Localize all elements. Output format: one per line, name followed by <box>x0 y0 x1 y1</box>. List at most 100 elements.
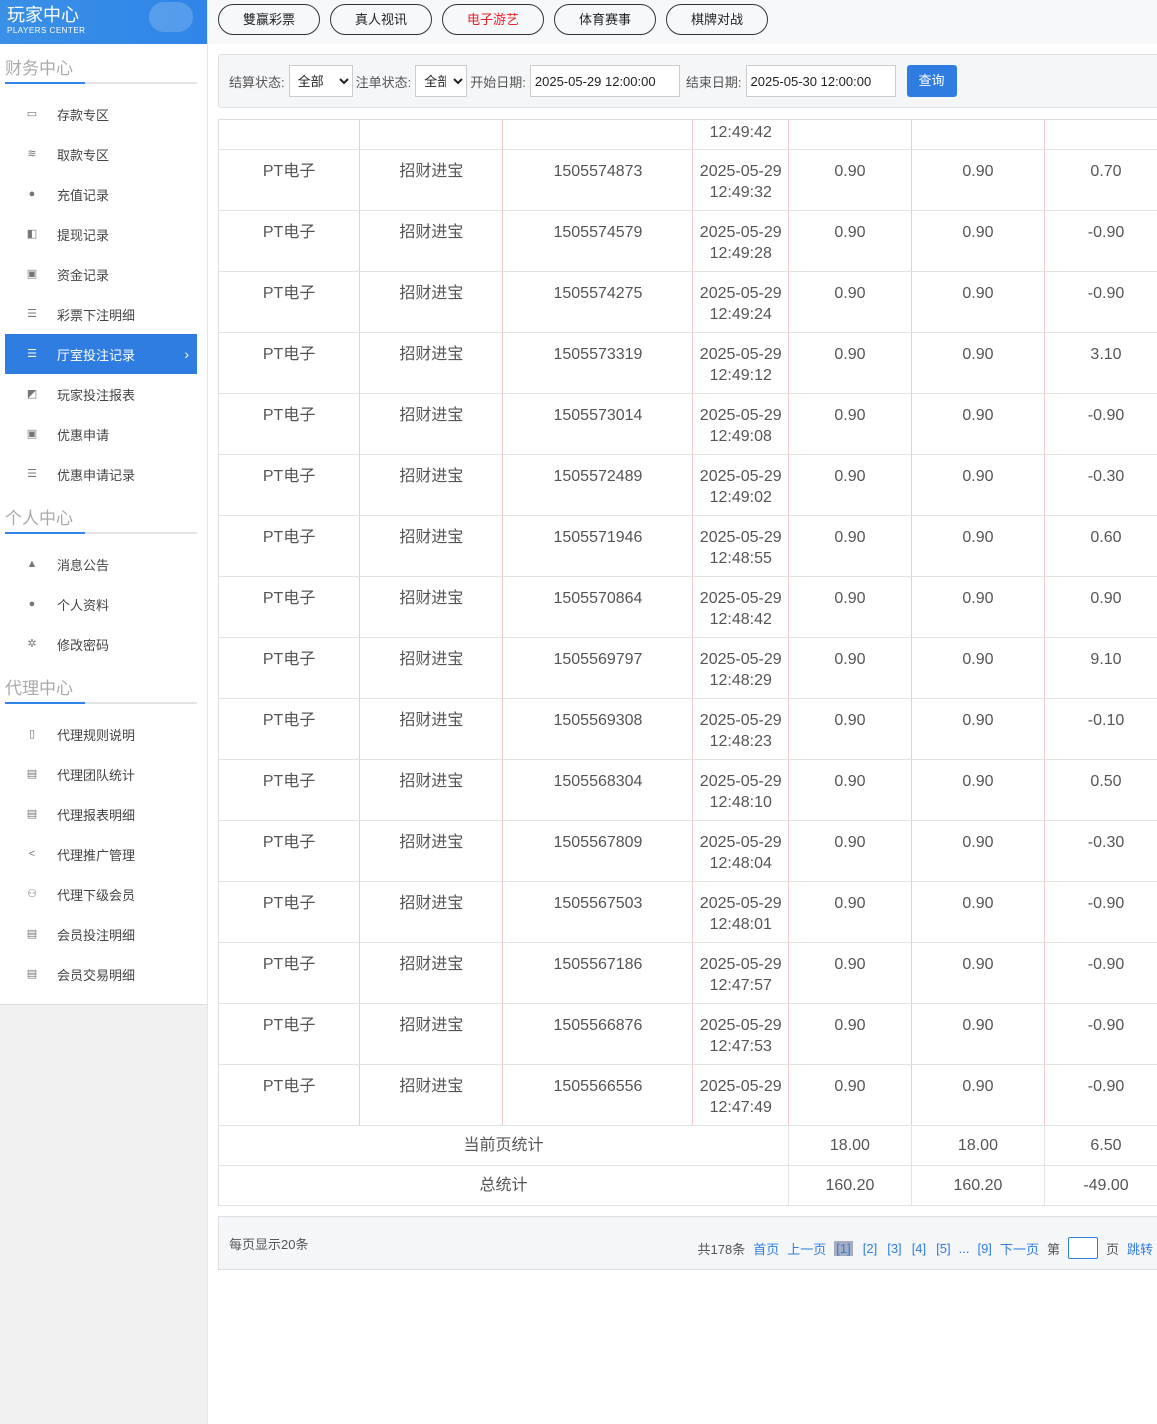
sidebar-item[interactable]: < 代理推广管理 <box>5 834 197 874</box>
book-icon: ▤ <box>26 808 38 820</box>
win-loss: -0.90 <box>1044 881 1157 943</box>
bet-amount: 0.90 <box>788 210 912 272</box>
query-button[interactable]: 查询 <box>906 65 957 97</box>
bet-amount: 0.90 <box>788 637 912 699</box>
sidebar-item[interactable]: ◧ 提现记录 <box>5 214 197 254</box>
tab-game-category[interactable]: 电子游艺 <box>442 4 544 35</box>
sidebar-item-label: 消息公告 <box>57 557 110 573</box>
bet-clock: 12:49:28 <box>709 245 772 262</box>
bet-clock: 12:49:32 <box>709 184 772 201</box>
valid-amount: 0.90 <box>911 820 1046 882</box>
sidebar-item[interactable]: ▯ 代理规则说明 <box>5 714 197 754</box>
page-link[interactable]: [5] <box>936 1240 951 1256</box>
win-loss: -0.90 <box>1044 210 1157 272</box>
game-name: 招财进宝 <box>359 149 504 211</box>
bet-amount: 0.90 <box>788 454 912 516</box>
bank-icon: ▣ <box>26 268 38 280</box>
goto-button[interactable]: 跳转 <box>1126 1241 1153 1257</box>
bet-clock: 12:49:08 <box>709 428 772 445</box>
sidebar-item[interactable]: ☰ 优惠申请记录 <box>5 454 197 494</box>
sidebar-item-label: 代理推广管理 <box>57 847 136 863</box>
gamepad-icon <box>149 2 193 32</box>
sidebar-item-label: 代理团队统计 <box>57 767 136 783</box>
page-link[interactable]: [1] <box>834 1240 853 1256</box>
card-icon: ▭ <box>26 108 38 120</box>
bet-time: 2025-05-29 12:48:23 <box>692 698 789 760</box>
sidebar-item-label: 个人资料 <box>57 597 110 613</box>
bet-amount: 0.90 <box>788 759 912 821</box>
list-icon: ☰ <box>27 348 37 360</box>
sidebar-item[interactable]: ▣ 资金记录 <box>5 254 197 294</box>
sidebar-item[interactable]: ▤ 会员投注明细 <box>5 914 197 954</box>
settle-status-select[interactable]: 全部 <box>288 65 353 97</box>
valid-amount: 0.90 <box>911 637 1046 699</box>
game-tabs: 雙赢彩票 真人视讯 电子游艺 体育赛事 棋牌对战 <box>208 0 1157 44</box>
summary-value: -49.00 <box>1044 1165 1157 1206</box>
table-row: PT电子 招财进宝 1505574275 2025-05-29 12:49:24 … <box>218 271 1157 333</box>
sidebar-item[interactable]: ▤ 代理团队统计 <box>5 754 197 794</box>
gear-icon: ✲ <box>27 638 37 650</box>
total-count: 共178条 <box>697 1241 746 1257</box>
tab-game-category[interactable]: 雙赢彩票 <box>218 4 320 35</box>
bet-date: 2025-05-29 <box>699 712 782 729</box>
logo-title: 玩家中心 <box>7 5 79 25</box>
bet-time: 2025-05-29 12:47:53 <box>692 1003 789 1065</box>
goto-page-input[interactable] <box>1067 1237 1098 1259</box>
summary-value: 160.20 <box>911 1165 1046 1206</box>
bet-clock: 12:47:49 <box>709 1099 772 1116</box>
sidebar-item[interactable]: ▲ 消息公告 <box>5 544 197 584</box>
game-name: 招财进宝 <box>359 637 504 699</box>
page-link-9[interactable]: [9] <box>977 1240 992 1256</box>
tab-game-category[interactable]: 体育赛事 <box>554 4 656 35</box>
valid-amount: 0.90 <box>911 271 1046 333</box>
cell <box>1044 119 1157 150</box>
sidebar-item[interactable]: ▣ 优惠申请 <box>5 414 197 454</box>
tab-game-category[interactable]: 真人视讯 <box>330 4 432 35</box>
bet-time: 2025-05-29 12:48:10 <box>692 759 789 821</box>
sidebar-item[interactable]: ☰ 厅室投注记录 › <box>5 334 197 374</box>
sidebar-item[interactable]: ▤ 代理报表明细 <box>5 794 197 834</box>
win-loss: -0.90 <box>1044 271 1157 333</box>
page-link[interactable]: [2] <box>862 1240 878 1256</box>
bet-amount: 0.90 <box>788 942 912 1004</box>
prev-page-link[interactable]: 上一页 <box>787 1241 827 1257</box>
end-date-input[interactable] <box>745 65 896 97</box>
table-row: PT电子 招财进宝 1505574873 2025-05-29 12:49:32 … <box>218 149 1157 211</box>
start-date-label: 开始日期: <box>470 74 526 90</box>
sidebar-item-label: 提现记录 <box>57 227 110 243</box>
bet-id: 1505574873 <box>502 149 694 211</box>
sidebar-item[interactable]: ✲ 修改密码 <box>5 624 197 664</box>
bet-time: 2025-05-29 12:47:57 <box>692 942 789 1004</box>
sidebar-item[interactable]: ≋ 取款专区 <box>5 134 197 174</box>
section-title: 代理中心 <box>5 664 197 704</box>
game-name: 招财进宝 <box>359 759 504 821</box>
report-icon: ◩ <box>26 388 38 400</box>
table-row: PT电子 招财进宝 1505567809 2025-05-29 12:48:04 … <box>218 820 1157 882</box>
page-link[interactable]: [4] <box>911 1240 927 1256</box>
tab-game-category[interactable]: 棋牌对战 <box>666 4 768 35</box>
bet-clock: 12:48:01 <box>709 916 772 933</box>
bet-clock: 12:48:23 <box>709 733 772 750</box>
order-status-select[interactable]: 全部 <box>415 65 468 97</box>
bet-date: 2025-05-29 <box>699 834 782 851</box>
next-page-link[interactable]: 下一页 <box>999 1241 1039 1257</box>
start-date-input[interactable] <box>529 65 680 97</box>
sidebar-item[interactable]: ● 个人资料 <box>5 584 197 624</box>
sidebar-item[interactable]: ◩ 玩家投注报表 <box>5 374 197 414</box>
sidebar-item[interactable]: ☰ 彩票下注明细 <box>5 294 197 334</box>
sidebar-item[interactable]: ⚇ 代理下级会员 <box>5 874 197 914</box>
sidebar-item[interactable]: ▤ 会员交易明细 <box>5 954 197 994</box>
sidebar-item-label: 取款专区 <box>57 147 110 163</box>
sidebar-item-label: 会员投注明细 <box>57 927 136 943</box>
sidebar-item[interactable]: ● 充值记录 <box>5 174 197 214</box>
game-name: 招财进宝 <box>359 515 504 577</box>
first-page-link[interactable]: 首页 <box>753 1241 780 1257</box>
table-row: PT电子 招财进宝 1505566556 2025-05-29 12:47:49 … <box>218 1064 1157 1126</box>
page-link[interactable]: [3] <box>887 1240 902 1256</box>
list-icon: ☰ <box>27 468 37 480</box>
bet-amount: 0.90 <box>788 881 912 943</box>
sidebar-item-label: 代理规则说明 <box>57 727 136 743</box>
bet-amount: 0.90 <box>788 515 912 577</box>
sidebar-item[interactable]: ▭ 存款专区 <box>5 94 197 134</box>
bet-time: 2025-05-29 12:47:49 <box>692 1064 789 1126</box>
